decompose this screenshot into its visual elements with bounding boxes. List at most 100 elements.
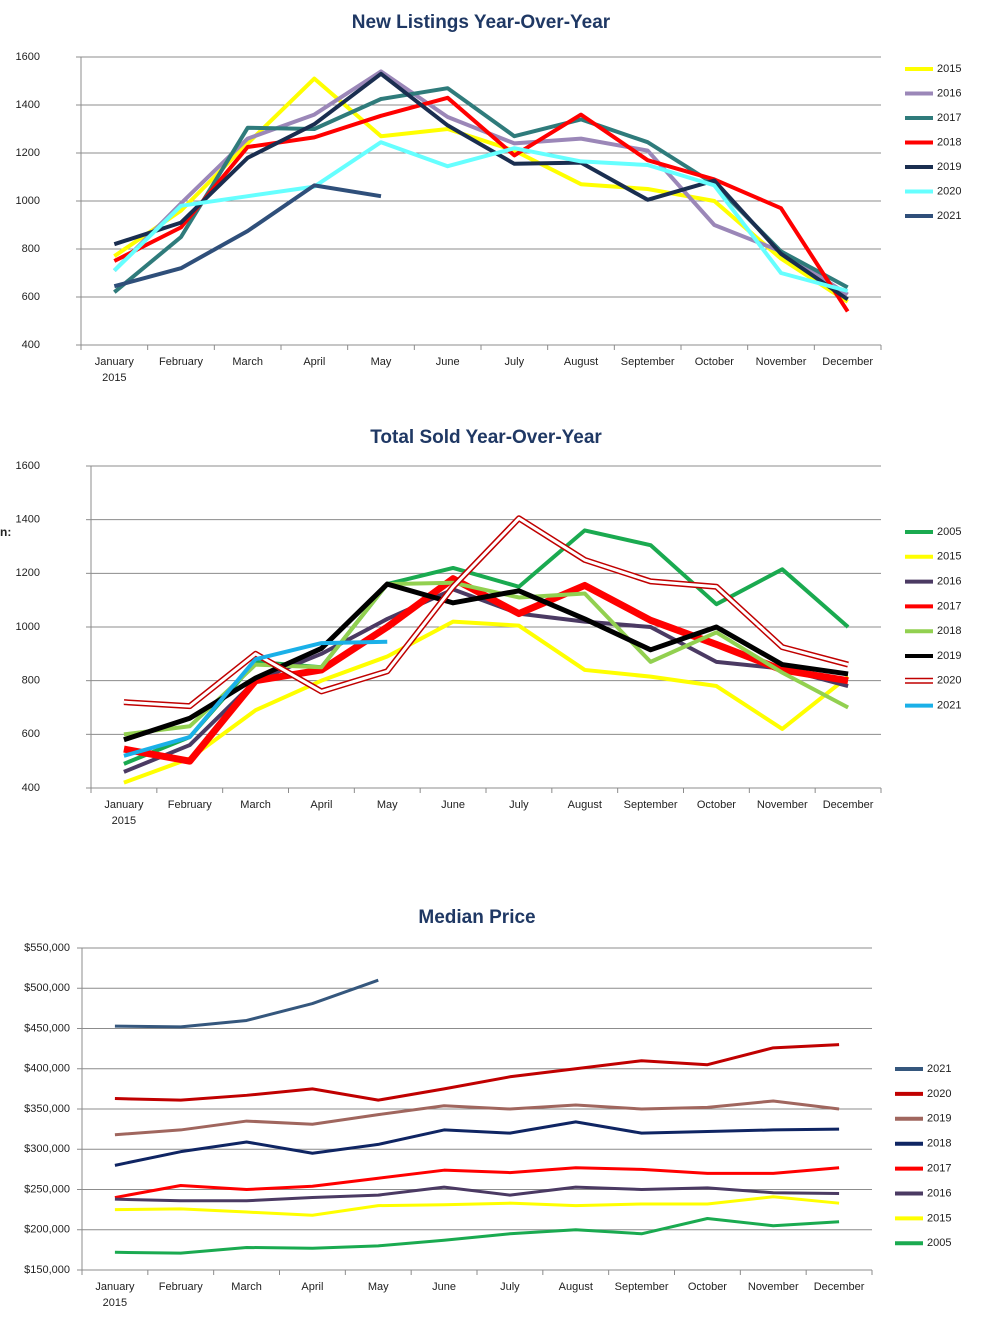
legend-label: 2021 (937, 700, 961, 712)
x-tick-label: January 2015 (95, 356, 135, 384)
x-tick-label: December (814, 1281, 865, 1293)
x-tick-label: May (368, 1281, 389, 1293)
y-tick-label: $200,000 (24, 1224, 70, 1236)
x-tick-label: April (310, 799, 332, 811)
legend-label: 2017 (927, 1163, 951, 1175)
x-tick-label: February (159, 356, 204, 368)
series-line (114, 1216, 840, 1255)
y-tick-label: $500,000 (24, 982, 70, 994)
y-tick-label: 1200 (16, 147, 40, 159)
x-tick-label: November (756, 356, 807, 368)
y-tick-label: $550,000 (24, 942, 70, 954)
legend-label: 2020 (937, 185, 961, 197)
x-tick-label: September (621, 356, 675, 368)
legend-label: 2020 (927, 1088, 951, 1100)
legend-label: 2015 (937, 63, 961, 75)
x-tick-label: July (505, 356, 525, 368)
y-tick-label: $250,000 (24, 1183, 70, 1195)
x-tick-label: November (748, 1281, 799, 1293)
legend-label: 2018 (927, 1138, 951, 1150)
y-tick-label: 1200 (16, 567, 40, 579)
x-tick-label: March (232, 356, 263, 368)
legend-label: 2020 (937, 675, 961, 687)
x-tick-label: May (377, 799, 398, 811)
y-tick-label: 800 (22, 675, 40, 687)
x-tick-label: June (436, 356, 460, 368)
y-tick-label: 1600 (16, 460, 40, 472)
series-line (114, 1099, 840, 1137)
legend-label: 2019 (937, 161, 961, 173)
legend-label: 2017 (937, 600, 961, 612)
y-tick-label: $150,000 (24, 1264, 70, 1276)
x-tick-label: April (301, 1281, 323, 1293)
series-line (113, 71, 849, 302)
x-tick-label: August (564, 356, 598, 368)
x-tick-label: June (441, 799, 465, 811)
x-tick-label: August (568, 799, 602, 811)
series-line (114, 1195, 840, 1217)
x-tick-label: July (509, 799, 529, 811)
y-tick-label: $300,000 (24, 1143, 70, 1155)
x-tick-label: September (624, 799, 678, 811)
y-tick-label: $400,000 (24, 1063, 70, 1075)
series-line (113, 183, 382, 289)
x-tick-label: January 2015 (104, 799, 144, 827)
x-tick-label: March (231, 1281, 262, 1293)
series-line (113, 76, 849, 304)
series-line (113, 95, 850, 313)
x-tick-label: December (823, 799, 874, 811)
chart-title: Total Sold Year-Over-Year (370, 427, 602, 448)
series-line (114, 1166, 840, 1200)
series-line (112, 140, 849, 293)
legend-label: 2015 (927, 1212, 951, 1224)
x-tick-label: February (168, 799, 213, 811)
series-line (114, 1120, 840, 1167)
chart-title: Median Price (418, 907, 535, 928)
y-tick-label: 800 (22, 243, 40, 255)
legend-label: 2017 (937, 112, 961, 124)
legend-label: 2018 (937, 625, 961, 637)
x-tick-label: June (432, 1281, 456, 1293)
x-tick-label: October (688, 1281, 727, 1293)
x-tick-label: September (615, 1281, 669, 1293)
x-tick-label: February (159, 1281, 204, 1293)
y-tick-label: 1400 (16, 99, 40, 111)
legend-label: 2005 (927, 1237, 951, 1249)
legend-label: 2021 (927, 1063, 951, 1075)
legend-label: 2005 (937, 526, 961, 538)
x-tick-label: April (303, 356, 325, 368)
y-tick-label: 1000 (16, 195, 40, 207)
y-tick-label: $450,000 (24, 1022, 70, 1034)
legend-label: 2016 (937, 576, 961, 588)
y-tick-label: 400 (22, 782, 40, 794)
x-tick-label: May (371, 356, 392, 368)
series-line (114, 978, 379, 1029)
x-tick-label: July (500, 1281, 520, 1293)
legend-label: 2021 (937, 210, 961, 222)
chart-title: New Listings Year-Over-Year (352, 12, 611, 33)
legend-label: 2016 (927, 1187, 951, 1199)
legend-label: 2016 (937, 87, 961, 99)
y-tick-label: 600 (22, 291, 40, 303)
series-line (114, 1043, 840, 1102)
series-line (123, 639, 388, 758)
x-tick-label: December (822, 356, 873, 368)
legend-label: 2019 (927, 1113, 951, 1125)
series-line (123, 581, 849, 743)
annotation: n: (0, 525, 11, 539)
x-tick-label: October (697, 799, 736, 811)
legend-label: 2018 (937, 136, 961, 148)
x-tick-label: October (695, 356, 734, 368)
x-tick-label: August (559, 1281, 593, 1293)
y-tick-label: 1000 (16, 621, 40, 633)
series-line (123, 619, 850, 785)
x-tick-label: November (757, 799, 808, 811)
legend-label: 2015 (937, 551, 961, 563)
x-tick-label: January 2015 (95, 1281, 135, 1309)
y-tick-label: 600 (22, 728, 40, 740)
x-tick-label: March (240, 799, 271, 811)
legend-label: 2019 (937, 650, 961, 662)
series-line (114, 1185, 840, 1203)
